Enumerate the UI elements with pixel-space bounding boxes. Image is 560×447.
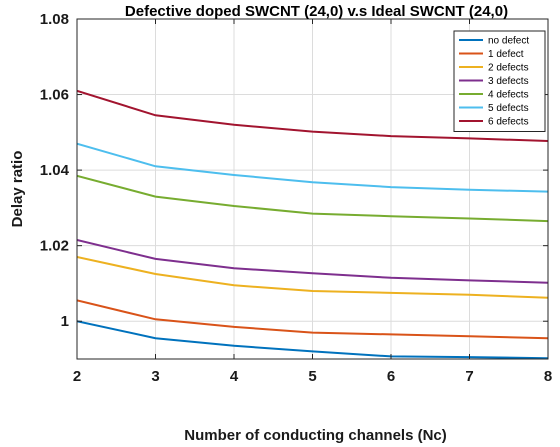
series-line <box>77 174 548 223</box>
series-line <box>77 142 548 193</box>
x-tick-label: 2 <box>73 368 81 385</box>
legend-label: 2 defects <box>488 63 529 74</box>
x-tick-label: 7 <box>465 368 473 385</box>
series-line <box>77 256 548 299</box>
legend-label: 4 defects <box>488 90 529 101</box>
y-tick-label: 1.04 <box>40 162 70 179</box>
x-axis-label: Number of conducting channels (Nc) <box>184 427 447 444</box>
legend: no defect 1 defect 2 defects 3 defects 4 def… <box>453 30 546 132</box>
y-tick-label: 1 <box>61 313 69 330</box>
grid <box>77 19 548 359</box>
legend-label: no defect <box>488 36 529 47</box>
legend-label: 5 defects <box>488 103 529 114</box>
x-tick-label: 6 <box>387 368 395 385</box>
y-tick-label: 1.06 <box>40 87 69 104</box>
ticks: 2 3 4 5 6 7 8 1 1.02 1.04 1.06 1.08 <box>40 11 552 385</box>
y-axis-label: Delay ratio <box>9 151 26 228</box>
legend-label: 6 defects <box>488 117 529 128</box>
y-tick-label: 1.08 <box>40 11 69 28</box>
x-tick-label: 8 <box>544 368 552 385</box>
x-tick-label: 4 <box>230 368 239 385</box>
legend-label: 3 defects <box>488 76 529 87</box>
series-line <box>77 299 548 340</box>
y-tick-label: 1.02 <box>40 238 69 255</box>
chart-title: Defective doped SWCNT (24,0) v.s Ideal S… <box>125 3 508 20</box>
series-line <box>77 239 548 284</box>
series-line <box>77 89 548 142</box>
x-tick-label: 5 <box>308 368 316 385</box>
x-tick-label: 3 <box>151 368 159 385</box>
legend-label: 1 defect <box>488 49 524 60</box>
